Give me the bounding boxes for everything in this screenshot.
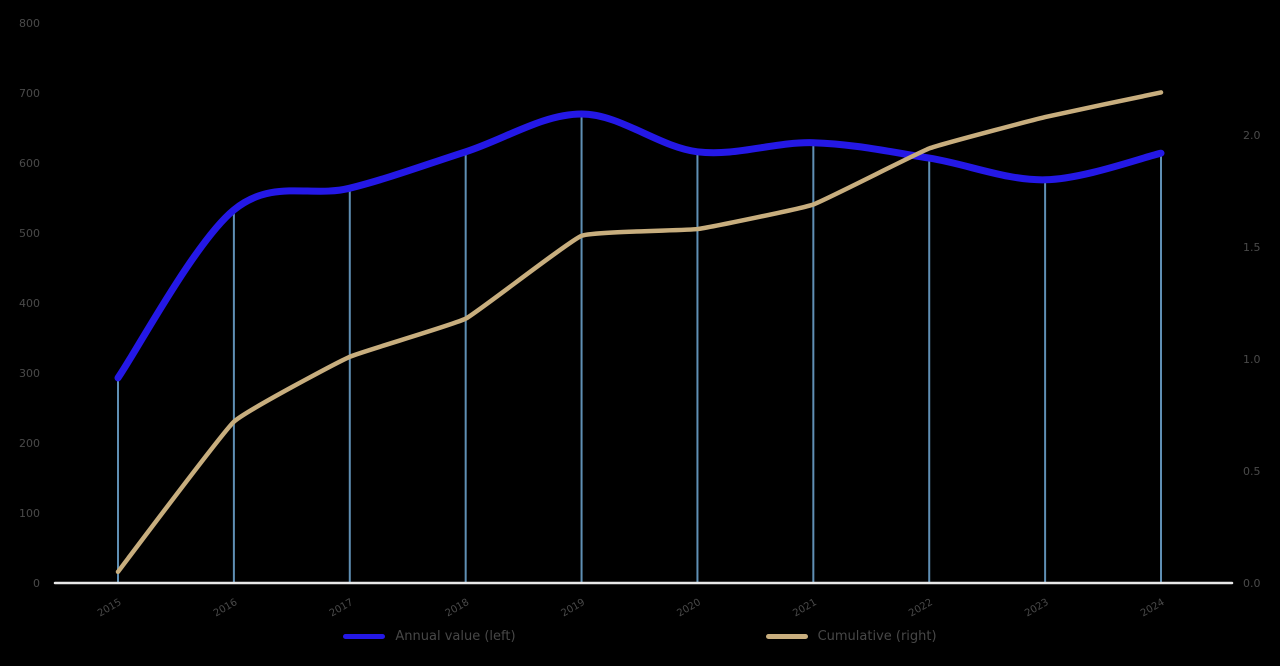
legend-swatch-tan-line [765,634,808,639]
left-axis-tick-label: 300 [19,367,40,380]
left-axis-tick-label: 600 [19,157,40,170]
x-axis-tick-label: 2017 [328,597,356,619]
chart-legend: Annual value (left) Cumulative (right) [0,629,1280,644]
legend-item-annual[interactable]: Annual value (left) [343,629,516,644]
legend-swatch-blue-line [343,634,386,639]
legend-item-cumulative[interactable]: Cumulative (right) [765,629,937,644]
series-line-cumulative [115,90,1164,575]
left-axis-tick-label: 0 [33,577,40,590]
right-axis-labels: 2.0 1.5 1.0 0.5 0.0 [1243,129,1261,590]
series-line-annual [114,110,1165,382]
left-axis-tick-label: 400 [19,297,40,310]
right-axis-tick-label: 0.0 [1243,577,1261,590]
x-axis-tick-label: 2016 [212,597,240,619]
legend-label: Cumulative (right) [817,629,937,644]
right-axis-tick-label: 0.5 [1243,465,1261,478]
x-axis-tick-label: 2023 [1023,597,1051,619]
droplines-group [117,114,1162,583]
x-axis-tick-label: 2020 [675,597,703,619]
right-axis-tick-label: 1.0 [1243,353,1261,366]
left-axis-labels: 800 700 600 500 400 300 200 100 0 [19,17,40,590]
x-axis-tick-label: 2022 [907,597,935,619]
x-axis-tick-label: 2015 [96,597,124,619]
right-axis-tick-label: 2.0 [1243,129,1261,142]
left-axis-tick-label: 700 [19,87,40,100]
left-axis-tick-label: 100 [19,507,40,520]
x-axis-tick-label: 2019 [560,597,588,619]
x-axis-labels: 2015 2016 2017 2018 2019 2020 2021 2022 2023 2024 [96,597,1167,619]
legend-label: Annual value (left) [395,629,516,644]
left-axis-tick-label: 200 [19,437,40,450]
x-axis-tick-label: 2018 [444,597,472,619]
left-axis-tick-label: 500 [19,227,40,240]
x-axis-tick-label: 2024 [1139,597,1167,619]
left-axis-tick-label: 800 [19,17,40,30]
x-axis-tick-label: 2021 [791,597,819,619]
right-axis-tick-label: 1.5 [1243,241,1261,254]
